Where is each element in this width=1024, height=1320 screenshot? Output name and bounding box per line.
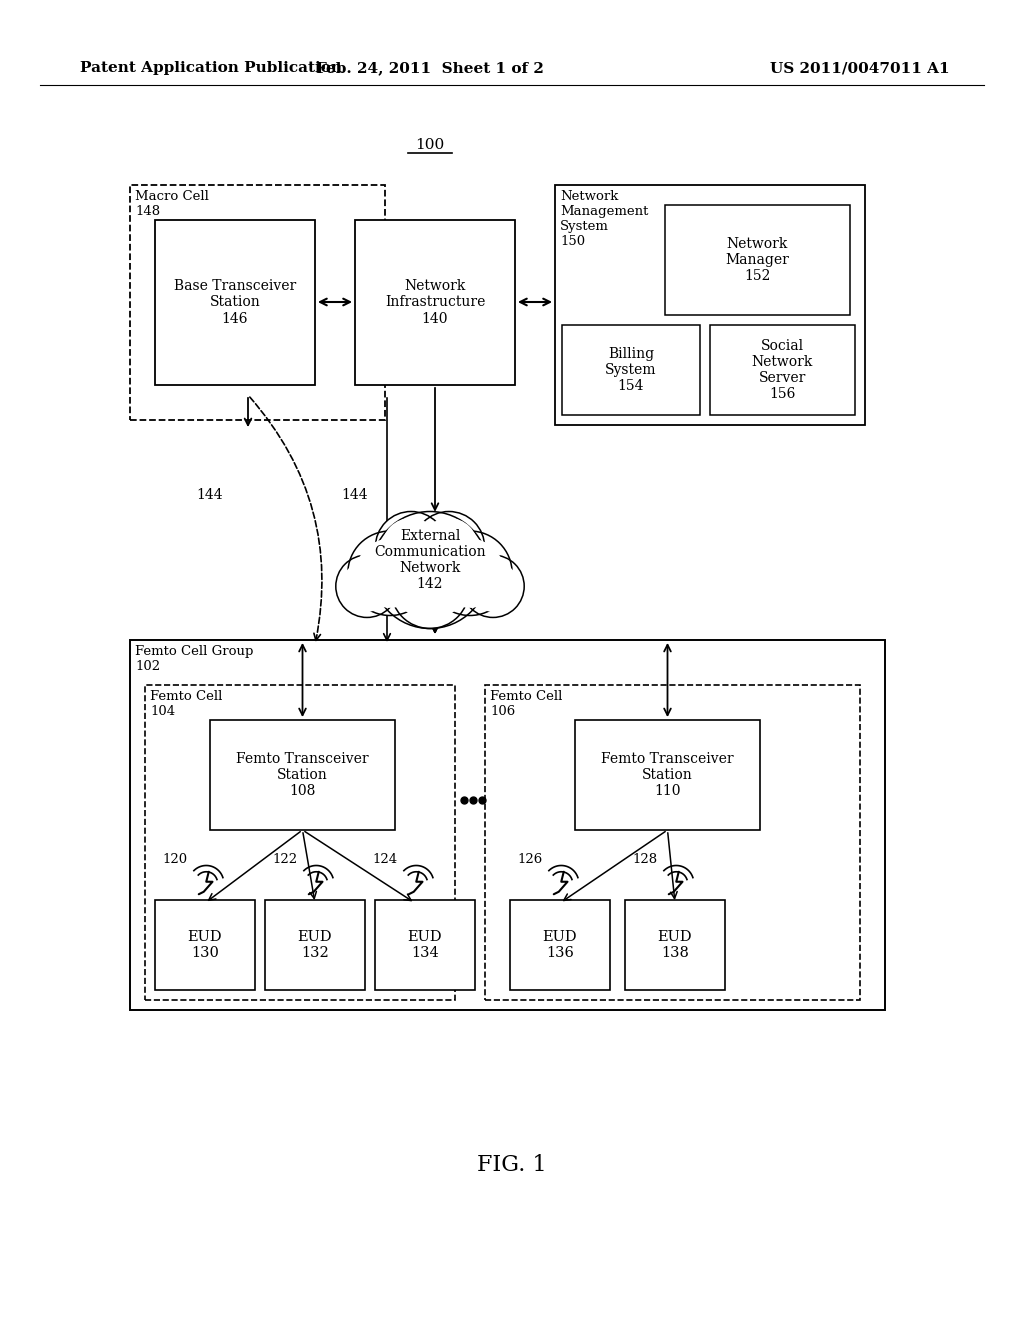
Bar [665, 205, 850, 315]
Circle shape [382, 517, 440, 577]
Text: EUD
138: EUD 138 [657, 929, 692, 960]
Circle shape [428, 531, 512, 615]
Circle shape [341, 561, 392, 612]
Text: 126: 126 [517, 853, 543, 866]
Text: US 2011/0047011 A1: US 2011/0047011 A1 [770, 61, 950, 75]
Text: Network
Management
System
150: Network Management System 150 [560, 190, 648, 248]
Circle shape [462, 554, 524, 618]
Bar [155, 220, 315, 385]
Bar [555, 185, 865, 425]
Text: EUD
136: EUD 136 [543, 929, 578, 960]
Text: Network
Manager
152: Network Manager 152 [726, 236, 790, 284]
Circle shape [413, 511, 484, 583]
Bar [625, 900, 725, 990]
Bar [710, 325, 855, 414]
Text: 122: 122 [272, 853, 298, 866]
Text: EUD
132: EUD 132 [298, 929, 333, 960]
Text: 128: 128 [633, 853, 657, 866]
Bar [575, 719, 760, 830]
Text: 144: 144 [197, 488, 223, 502]
Bar [145, 685, 455, 1001]
Text: Social
Network
Server
156: Social Network Server 156 [752, 339, 813, 401]
Circle shape [398, 557, 462, 622]
Text: Base Transceiver
Station
146: Base Transceiver Station 146 [174, 280, 296, 326]
Text: External
Communication
Network
142: External Communication Network 142 [374, 529, 485, 591]
Circle shape [355, 539, 425, 609]
Text: EUD
134: EUD 134 [408, 929, 442, 960]
Text: Macro Cell
148: Macro Cell 148 [135, 190, 209, 218]
Text: Femto Cell
106: Femto Cell 106 [490, 690, 562, 718]
Circle shape [391, 550, 469, 628]
Text: 100: 100 [416, 139, 444, 152]
Bar [155, 900, 255, 990]
Bar [265, 900, 365, 990]
Text: EUD
130: EUD 130 [187, 929, 222, 960]
Circle shape [382, 521, 478, 618]
Bar [562, 325, 700, 414]
Text: Billing
System
154: Billing System 154 [605, 347, 656, 393]
Text: 124: 124 [373, 853, 397, 866]
Bar [355, 220, 515, 385]
Bar [130, 640, 885, 1010]
Text: Femto Cell Group
102: Femto Cell Group 102 [135, 645, 253, 673]
Text: 120: 120 [163, 853, 187, 866]
Text: Femto Transceiver
Station
108: Femto Transceiver Station 108 [237, 752, 369, 799]
Bar [210, 719, 395, 830]
Circle shape [372, 511, 488, 628]
Circle shape [420, 517, 478, 577]
Circle shape [348, 531, 432, 615]
Circle shape [376, 511, 446, 583]
Circle shape [467, 561, 518, 612]
Text: Femto Transceiver
Station
110: Femto Transceiver Station 110 [601, 752, 734, 799]
Bar [375, 900, 475, 990]
Bar [485, 685, 860, 1001]
Text: Network
Infrastructure
140: Network Infrastructure 140 [385, 280, 485, 326]
Text: Patent Application Publication: Patent Application Publication [80, 61, 342, 75]
Circle shape [336, 554, 398, 618]
Bar [510, 900, 610, 990]
Text: 144: 144 [342, 488, 369, 502]
Text: Femto Cell
104: Femto Cell 104 [150, 690, 222, 718]
Text: FIG. 1: FIG. 1 [477, 1154, 547, 1176]
Bar [130, 185, 385, 420]
Circle shape [435, 539, 505, 609]
Text: Feb. 24, 2011  Sheet 1 of 2: Feb. 24, 2011 Sheet 1 of 2 [316, 61, 544, 75]
